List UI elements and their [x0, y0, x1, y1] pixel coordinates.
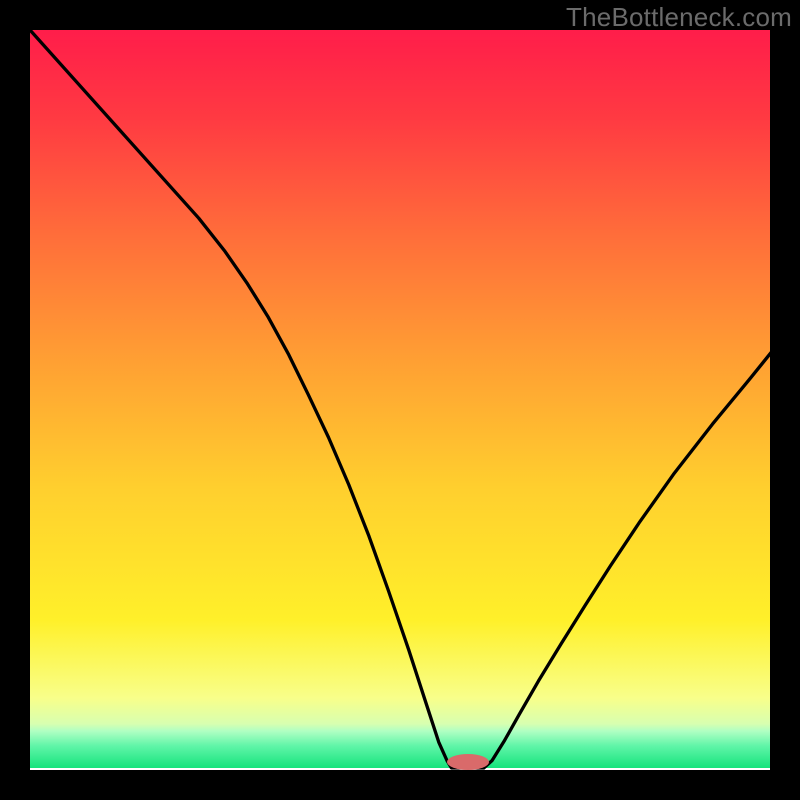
- chart-svg: [0, 0, 800, 800]
- bottleneck-curve: [30, 30, 780, 768]
- watermark-text: TheBottleneck.com: [566, 2, 792, 33]
- optimal-point-marker: [447, 754, 489, 770]
- bottleneck-chart: TheBottleneck.com: [0, 0, 800, 800]
- plot-border: [15, 15, 785, 785]
